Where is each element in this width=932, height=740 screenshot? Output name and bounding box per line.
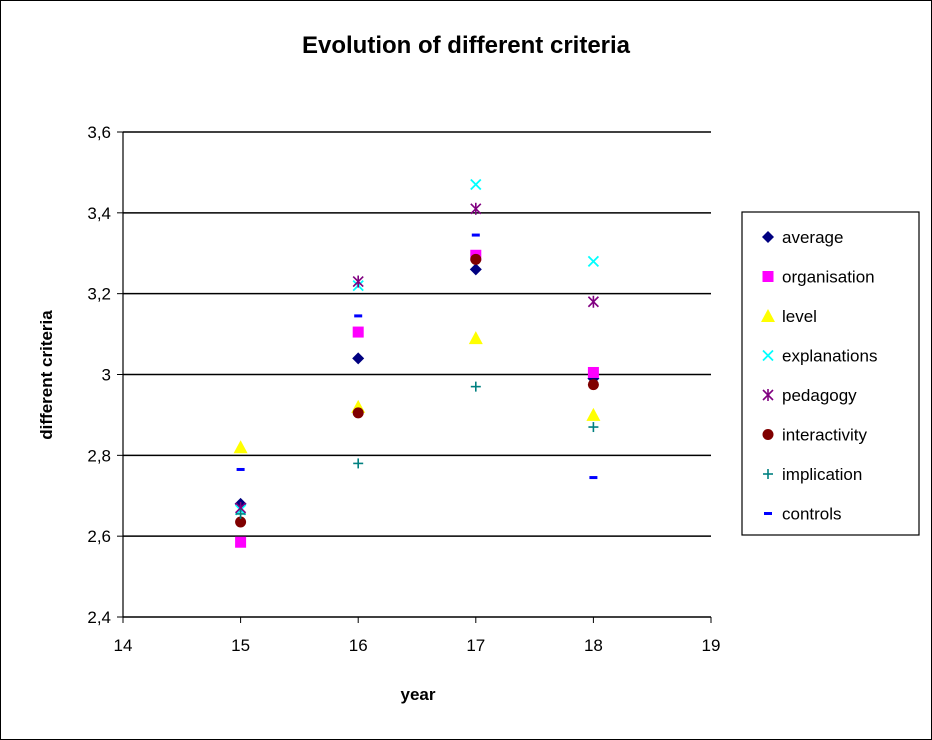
diamond-shape [352,352,365,365]
circle-shape [235,516,247,528]
y-tick-label: 2,6 [87,527,111,546]
y-tick-label: 3,6 [87,123,111,142]
circle-shape [470,253,482,265]
circle-shape [762,429,774,440]
data-point-organisation [352,326,364,338]
legend-marker-pedagogy [762,389,774,401]
data-point-implication [470,381,481,392]
triangle-shape [586,407,601,421]
legend-box [741,211,920,536]
legend-marker-level [761,309,775,322]
legend: average organisation level explanations peda… [741,211,920,536]
legend-marker-interactivity [762,429,774,440]
triangle-shape [233,440,248,454]
data-point-average [469,263,482,276]
x-tick-label: 15 [231,636,250,655]
x-stroke [470,178,482,191]
y-tick-label: 3 [102,366,111,385]
legend-marker-organisation [762,271,774,282]
plot-area: 2,4 2,6 2,8 3 3,2 3,4 3,6 14 15 16 17 18 19 [87,123,720,655]
data-point-level [233,440,248,454]
data-point-interactivity [587,379,599,391]
legend-label: average [782,228,843,247]
data-point-implication [235,508,246,519]
data-point-pedagogy [587,295,599,308]
legend-label: pedagogy [782,386,857,405]
y-tick-label: 3,4 [87,204,111,223]
data-point-organisation [587,366,599,378]
y-tick-label: 3,2 [87,285,111,304]
y-tick-label: 2,8 [87,446,111,465]
legend-label: organisation [782,268,875,287]
diamond-shape [469,263,482,276]
legend-label: implication [782,465,862,484]
data-point-implication [353,458,364,469]
triangle-shape [468,331,483,345]
chart-title: Evolution of different criteria [302,32,631,59]
data-point-explanations [470,178,482,191]
square-shape [587,366,599,378]
data-point-level [586,407,601,421]
data-point-average [352,352,365,365]
data-point-explanations [587,255,600,267]
x-stroke [762,349,774,362]
triangle-shape [761,309,775,322]
diamond-shape [762,231,774,243]
data-point-organisation [235,536,247,548]
legend-marker-implication [763,469,773,479]
x-tick-label: 18 [584,636,603,655]
legend-label: interactivity [782,426,868,445]
legend-label: explanations [782,347,877,366]
x-tick-label: 16 [349,636,368,655]
x-stroke [587,255,600,267]
square-shape [762,271,774,282]
legend-marker-explanations [762,349,774,362]
legend-marker-average [762,231,774,243]
y-axis-title: different criteria [37,310,56,440]
legend-label: controls [782,505,842,524]
square-shape [235,536,247,548]
x-axis-title: year [401,685,436,704]
data-point-interactivity [470,253,482,265]
circle-shape [587,379,599,391]
x-tick-label: 17 [466,636,485,655]
data-point-interactivity [235,516,247,528]
circle-shape [352,407,364,419]
data-point-level [468,331,483,345]
data-point-implication [588,422,599,433]
x-tick-label: 19 [702,636,721,655]
square-shape [352,326,364,338]
data-point-interactivity [352,407,364,419]
x-tick-label: 14 [114,636,133,655]
y-tick-label: 2,4 [87,608,111,627]
data-point-pedagogy [352,275,364,288]
data-point-pedagogy [470,202,482,215]
legend-label: level [782,307,817,326]
